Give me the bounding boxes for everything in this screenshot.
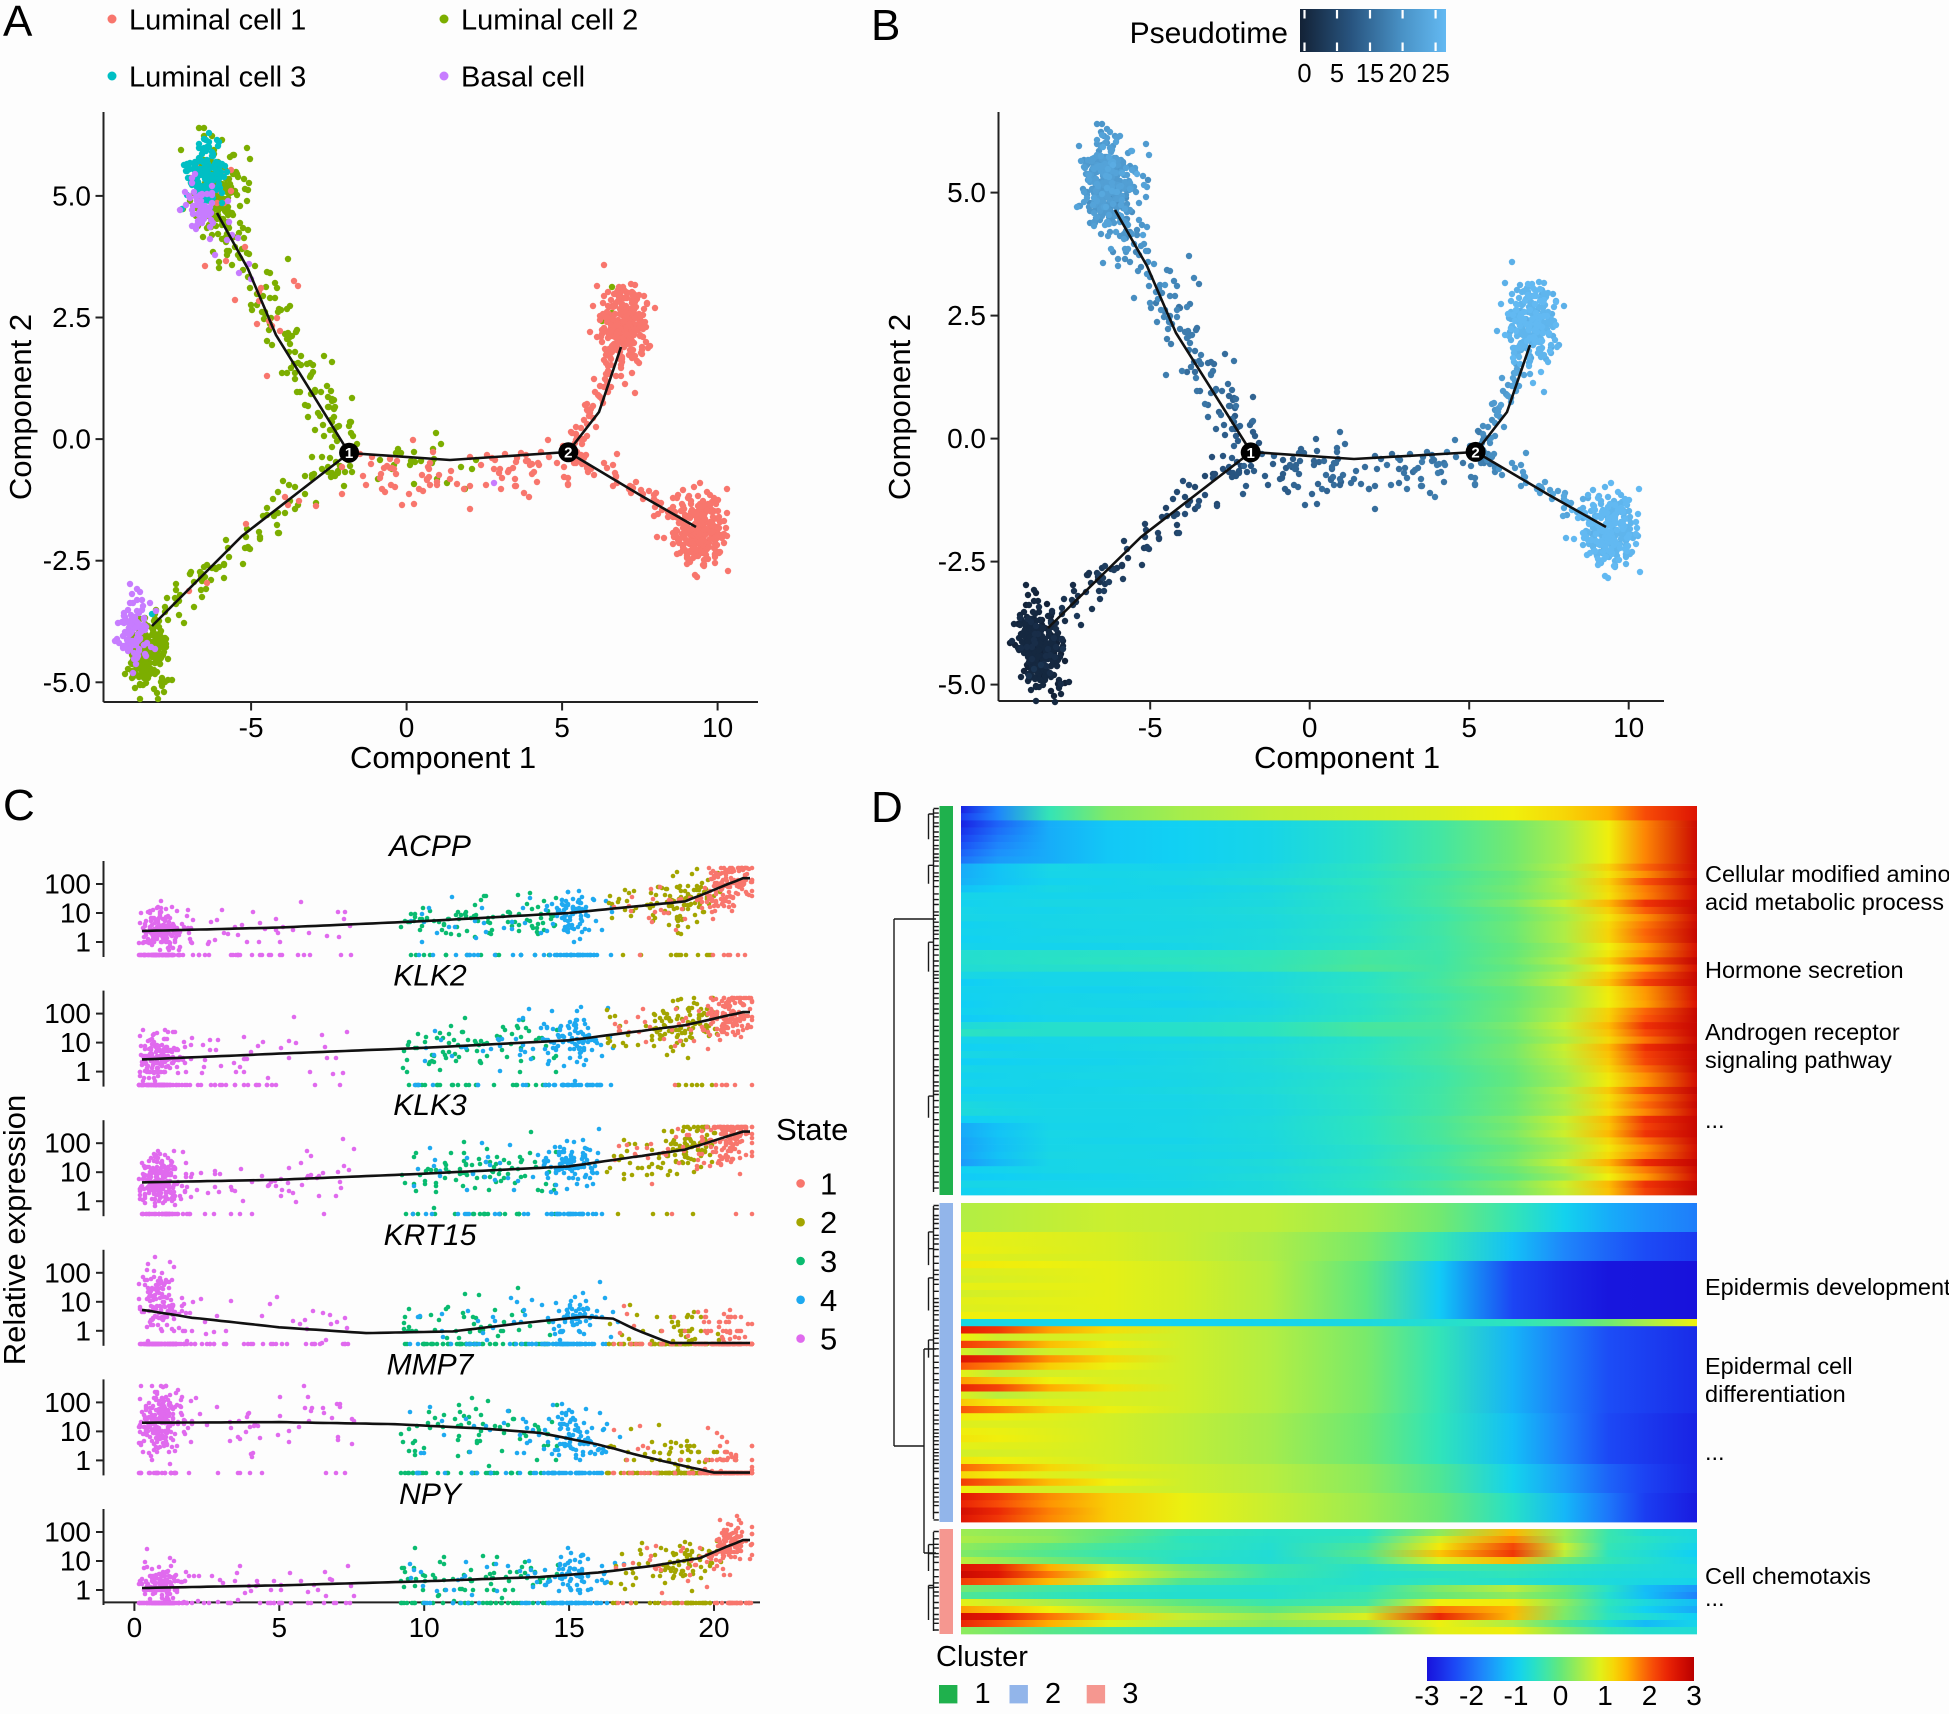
svg-text:10: 10 [409,1612,440,1643]
svg-text:1: 1 [75,1056,91,1087]
svg-text:5: 5 [1330,60,1344,88]
svg-text:5: 5 [820,1322,837,1357]
svg-text:1: 1 [820,1166,837,1201]
svg-text:15: 15 [1356,60,1384,88]
svg-text:0: 0 [127,1612,143,1643]
svg-text:10: 10 [60,898,91,929]
svg-text:-2.5: -2.5 [43,545,91,576]
svg-text:0: 0 [1302,712,1318,743]
svg-text:10: 10 [702,712,733,743]
svg-text:10: 10 [1613,712,1644,743]
svg-text:1: 1 [345,445,353,462]
svg-text:100: 100 [44,869,91,900]
svg-text:10: 10 [60,1027,91,1058]
svg-text:5.0: 5.0 [947,177,986,208]
svg-text:25: 25 [1421,60,1449,88]
svg-text:Basal cell: Basal cell [461,62,585,94]
svg-text:2: 2 [1471,444,1479,461]
svg-text:5: 5 [554,712,570,743]
svg-text:-5.0: -5.0 [938,669,986,700]
svg-text:0: 0 [1297,60,1311,88]
svg-text:Component 1: Component 1 [350,740,536,775]
svg-text:-5: -5 [1138,712,1163,743]
svg-text:ACPP: ACPP [387,830,471,863]
svg-text:0.0: 0.0 [52,424,91,455]
svg-text:Luminal cell 2: Luminal cell 2 [461,5,638,37]
svg-text:C: C [3,781,35,830]
svg-text:-5.0: -5.0 [43,667,91,698]
svg-text:100: 100 [44,998,91,1029]
svg-text:Component 2: Component 2 [3,314,38,500]
svg-text:0.0: 0.0 [947,423,986,454]
svg-text:1: 1 [1247,445,1255,462]
svg-text:State: State [776,1112,848,1147]
svg-text:Luminal cell 1: Luminal cell 1 [129,5,306,37]
svg-text:-5: -5 [239,712,264,743]
svg-text:Component 2: Component 2 [882,314,917,500]
svg-text:A: A [3,0,33,46]
svg-text:0: 0 [399,712,415,743]
svg-text:20: 20 [698,1612,729,1643]
svg-text:Relative expression: Relative expression [0,1095,32,1366]
svg-text:Component 1: Component 1 [1254,740,1440,775]
svg-text:3: 3 [820,1244,837,1279]
svg-text:1: 1 [75,927,91,958]
svg-text:5: 5 [1461,712,1477,743]
svg-text:Luminal cell 3: Luminal cell 3 [129,62,306,94]
svg-text:2: 2 [564,445,572,462]
svg-text:15: 15 [554,1612,585,1643]
svg-text:5: 5 [272,1612,288,1643]
svg-text:Pseudotime: Pseudotime [1130,17,1288,50]
svg-text:2.5: 2.5 [947,300,986,331]
svg-text:-2.5: -2.5 [938,546,986,577]
svg-text:5.0: 5.0 [52,180,91,211]
svg-text:2.5: 2.5 [52,302,91,333]
svg-text:B: B [871,1,900,50]
svg-text:2: 2 [820,1205,837,1240]
svg-text:4: 4 [820,1283,837,1318]
svg-text:20: 20 [1388,60,1416,88]
svg-text:KLK2: KLK2 [393,960,467,993]
